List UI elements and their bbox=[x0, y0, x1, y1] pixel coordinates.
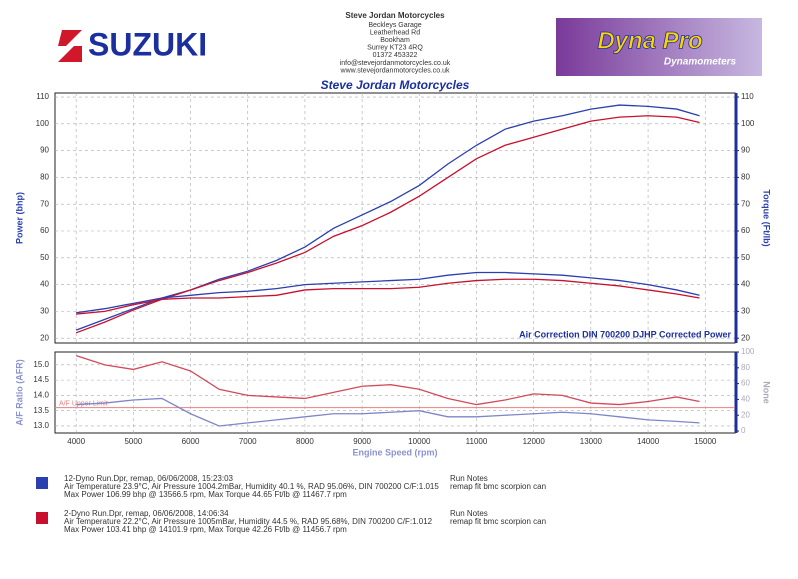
x-tick-label: 5000 bbox=[124, 437, 142, 446]
x-tick-label: 10000 bbox=[408, 437, 431, 446]
y-tick-label: 90 bbox=[40, 146, 49, 155]
y2-tick-label: 70 bbox=[741, 199, 750, 208]
address-line: Beckleys Garage bbox=[368, 22, 421, 29]
y-tick-label: 50 bbox=[40, 253, 49, 262]
y2-tick-label: 100 bbox=[741, 347, 755, 356]
run-info: Air Temperature 23.9°C, Air Pressure 100… bbox=[64, 482, 439, 491]
run-info: Air Temperature 22.2°C, Air Pressure 100… bbox=[64, 517, 433, 526]
y-tick-label: 70 bbox=[40, 199, 49, 208]
x-tick-label: 15000 bbox=[694, 437, 717, 446]
data-line bbox=[76, 271, 700, 314]
dynapro-logo-bg bbox=[556, 18, 762, 76]
data-line bbox=[76, 278, 700, 315]
y2-tick-label: 30 bbox=[741, 306, 750, 315]
y2-tick-label: 80 bbox=[741, 363, 750, 372]
x-tick-label: 13000 bbox=[580, 437, 603, 446]
address-line: Surrey KT23 4RQ bbox=[367, 45, 423, 52]
address-line: info@stevejordanmotorcycles.co.uk bbox=[340, 60, 451, 67]
y-tick-label: 100 bbox=[36, 119, 50, 128]
y2-tick-label: 110 bbox=[741, 92, 754, 101]
y2-tick-label: 60 bbox=[741, 226, 750, 235]
y2-tick-label: 100 bbox=[741, 119, 755, 128]
y-tick-label: 20 bbox=[40, 333, 49, 342]
y-tick-label: 13.5 bbox=[33, 406, 49, 415]
run-info: 12-Dyno Run.Dpr, remap, 06/06/2008, 15:2… bbox=[64, 474, 234, 483]
y-tick-label: 30 bbox=[40, 306, 49, 315]
run-notes: remap fit bmc scorpion can bbox=[450, 517, 546, 526]
y2-tick-label: 40 bbox=[741, 395, 750, 404]
x-tick-label: 14000 bbox=[637, 437, 660, 446]
annotation: Air Correction DIN 700200 DJHP Corrected… bbox=[519, 329, 731, 339]
shop-name: Steve Jordan Motorcycles bbox=[345, 11, 445, 20]
y-tick-label: 15.0 bbox=[33, 360, 49, 369]
y-tick-label: 40 bbox=[40, 280, 49, 289]
y2-tick-label: 60 bbox=[741, 379, 750, 388]
y2-tick-label: 80 bbox=[741, 173, 750, 182]
run-swatch bbox=[36, 477, 48, 489]
address-line: www.stevejordanmotorcycles.co.uk bbox=[340, 67, 450, 74]
x-tick-label: 6000 bbox=[182, 437, 200, 446]
plot-area bbox=[54, 92, 736, 344]
address-line: Leatherhead Rd bbox=[370, 29, 420, 36]
data-line bbox=[75, 115, 700, 334]
chart-title: Steve Jordan Motorcycles bbox=[321, 78, 470, 92]
y-tick-label: 14.5 bbox=[33, 375, 49, 384]
x-tick-label: 12000 bbox=[523, 437, 546, 446]
y-tick-label: 13.0 bbox=[33, 421, 49, 430]
x-tick-label: 7000 bbox=[239, 437, 257, 446]
x-axis-label: Engine Speed (rpm) bbox=[352, 447, 437, 457]
run-info: Max Power 106.99 bhp @ 13566.5 rpm, Max … bbox=[64, 490, 347, 499]
run-notes-title: Run Notes bbox=[450, 474, 488, 483]
address-line: 01372 453322 bbox=[373, 52, 418, 59]
y2-tick-label: 40 bbox=[741, 280, 750, 289]
y2-axis-label: Torque (Ft/lb) bbox=[762, 189, 772, 246]
dynapro-logo: Dyna Pro bbox=[597, 27, 702, 54]
y2-tick-label: 50 bbox=[741, 253, 750, 262]
y2-axis-label: None bbox=[762, 381, 772, 404]
plot-area bbox=[54, 351, 736, 434]
run-notes-title: Run Notes bbox=[450, 509, 488, 518]
y-tick-label: 14.0 bbox=[33, 391, 49, 400]
y-tick-label: 80 bbox=[40, 173, 49, 182]
y2-tick-label: 90 bbox=[741, 146, 750, 155]
x-tick-label: 8000 bbox=[296, 437, 314, 446]
x-tick-label: 9000 bbox=[353, 437, 371, 446]
y-tick-label: 110 bbox=[36, 92, 49, 101]
suzuki-logo: SUZUKI bbox=[88, 26, 207, 62]
dynapro-sub: Dynamometers bbox=[664, 57, 737, 68]
x-tick-label: 11000 bbox=[466, 437, 488, 446]
y2-tick-label: 0 bbox=[741, 426, 746, 435]
run-swatch bbox=[36, 512, 48, 524]
plots: 20 30 40 50 60 70 80 90 100 110 20 30 40 50 60 70 80 90 10… bbox=[14, 92, 771, 457]
run-info: 2-Dyno Run.Dpr, remap, 06/06/2008, 14:06… bbox=[64, 509, 229, 518]
runs: 12-Dyno Run.Dpr, remap, 06/06/2008, 15:2… bbox=[36, 474, 546, 534]
y-axis-label: Power (bhp) bbox=[14, 192, 24, 244]
y2-tick-label: 20 bbox=[741, 333, 750, 342]
y2-tick-label: 20 bbox=[741, 410, 750, 419]
y-axis-label: A/F Ratio (AFR) bbox=[14, 359, 24, 426]
x-tick-label: 4000 bbox=[67, 437, 85, 446]
run-info: Max Power 103.41 bhp @ 14101.9 rpm, Max … bbox=[64, 525, 347, 534]
run-notes: remap fit bmc scorpion can bbox=[450, 482, 546, 491]
address-line: Bookham bbox=[380, 37, 410, 44]
data-line bbox=[76, 397, 700, 427]
data-line bbox=[75, 355, 700, 406]
y-tick-label: 60 bbox=[40, 226, 49, 235]
suzuki-emblem bbox=[58, 30, 82, 62]
